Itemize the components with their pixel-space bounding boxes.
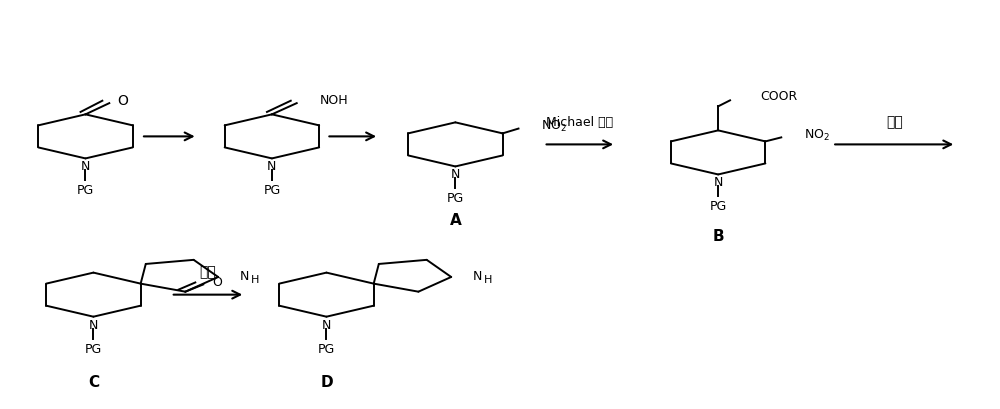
Text: PG: PG [85,343,102,356]
Text: H: H [484,275,492,285]
Text: NO$_2$: NO$_2$ [804,128,830,143]
Text: NOH: NOH [320,94,348,107]
Text: Michael 加成: Michael 加成 [546,116,613,129]
Text: COOR: COOR [760,90,797,103]
Text: B: B [712,229,724,244]
Text: NO$_2$: NO$_2$ [541,119,567,134]
Text: N: N [267,160,277,173]
Text: D: D [320,375,333,390]
Text: C: C [88,375,99,390]
Text: PG: PG [263,184,281,198]
Text: N: N [473,270,482,283]
Text: N: N [451,169,460,182]
Text: PG: PG [77,184,94,198]
Text: N: N [240,270,249,283]
Text: 关环: 关环 [886,115,903,129]
Text: PG: PG [447,193,464,205]
Text: H: H [251,275,259,285]
Text: PG: PG [318,343,335,356]
Text: N: N [89,319,98,332]
Text: PG: PG [710,200,727,213]
Text: O: O [212,276,222,289]
Text: O: O [117,94,128,108]
Text: A: A [450,213,461,228]
Text: 还原: 还原 [200,265,216,280]
Text: N: N [81,160,90,173]
Text: N: N [322,319,331,332]
Text: N: N [713,176,723,189]
